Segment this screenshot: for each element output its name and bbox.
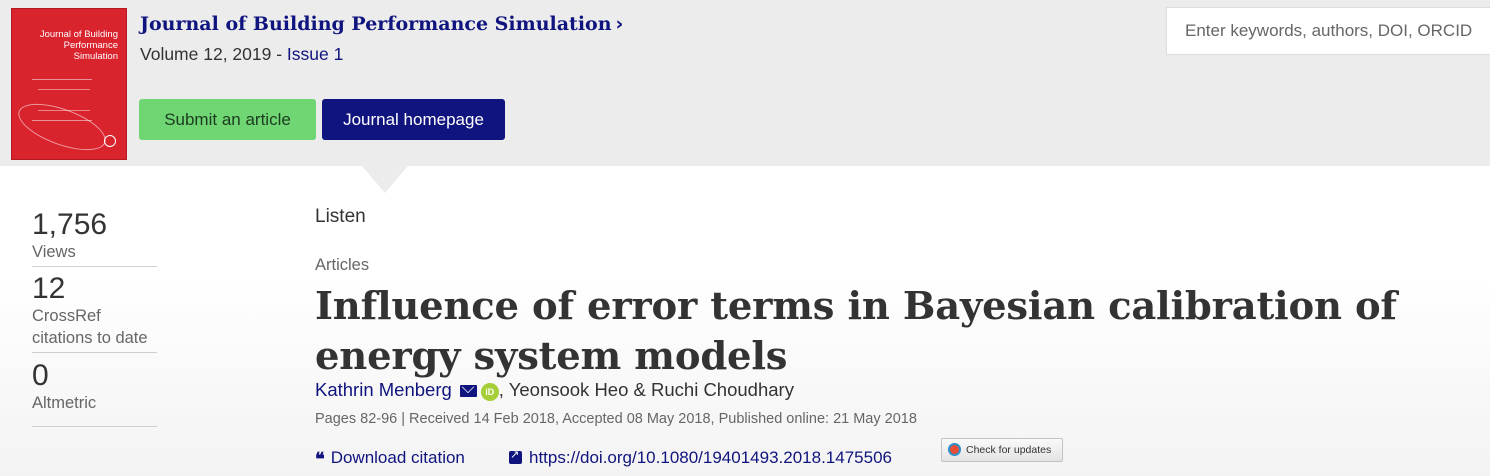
mail-icon[interactable]: [459, 385, 477, 397]
listen-button[interactable]: Listen: [315, 206, 366, 227]
divider: [32, 352, 157, 353]
altmetric-count: 0: [32, 359, 49, 392]
crossmark-icon: [948, 443, 961, 456]
chevron-right-icon: ›: [615, 13, 624, 35]
search-input[interactable]: [1166, 7, 1490, 55]
metric-crossref[interactable]: 12 CrossRef citations to date: [32, 273, 157, 353]
cover-decoration: [32, 79, 92, 121]
download-citation-link[interactable]: ❝ Download citation: [315, 448, 465, 470]
content-background: [0, 166, 1490, 476]
check-updates-label: Check for updates: [966, 444, 1052, 456]
doi-label[interactable]: https://doi.org/10.1080/19401493.2018.14…: [529, 448, 892, 467]
header-notch: [362, 166, 408, 193]
journal-header: Journal of Building Performance Simulati…: [0, 0, 1490, 166]
submit-article-button[interactable]: Submit an article: [139, 99, 316, 140]
author-list: Kathrin Menberg iD, Yeonsook Heo & Ruchi …: [315, 379, 794, 401]
altmetric-label: Altmetric: [32, 394, 97, 412]
volume-issue: Volume 12, 2019 - Issue 1: [140, 44, 343, 65]
check-for-updates-button[interactable]: Check for updates: [941, 438, 1063, 462]
article-category: Articles: [315, 256, 370, 274]
metric-altmetric[interactable]: 0 Altmetric: [32, 360, 157, 427]
orcid-icon[interactable]: iD: [480, 383, 499, 401]
views-count: 1,756: [32, 208, 108, 241]
views-label: Views: [32, 243, 76, 261]
journal-cover-image[interactable]: Journal of Building Performance Simulati…: [12, 9, 126, 159]
cover-title: Journal of Building Performance Simulati…: [39, 29, 118, 62]
journal-title-link[interactable]: Journal of Building Performance Simulati…: [140, 13, 624, 35]
issue-link[interactable]: Issue 1: [286, 44, 344, 64]
crossref-count: 12: [32, 272, 66, 305]
article-title: Influence of error terms in Bayesian cal…: [315, 284, 1397, 379]
author-link[interactable]: Kathrin Menberg: [315, 379, 452, 400]
divider: [32, 266, 157, 267]
journal-homepage-button[interactable]: Journal homepage: [322, 99, 505, 140]
doi-link[interactable]: https://doi.org/10.1080/19401493.2018.14…: [509, 448, 892, 468]
metric-views: 1,756 Views: [32, 209, 157, 267]
publisher-logo-icon: [104, 135, 116, 147]
volume-text: Volume 12, 2019 -: [140, 44, 287, 64]
external-link-icon: [509, 448, 522, 464]
publication-history: Pages 82-96 | Received 14 Feb 2018, Acce…: [315, 411, 917, 427]
divider: [32, 426, 157, 427]
download-citation-label[interactable]: Download citation: [330, 448, 465, 467]
other-authors[interactable]: , Yeonsook Heo & Ruchi Choudhary: [498, 379, 794, 400]
crossref-label: CrossRef citations to date: [32, 307, 148, 347]
quote-icon: ❝: [315, 449, 325, 470]
